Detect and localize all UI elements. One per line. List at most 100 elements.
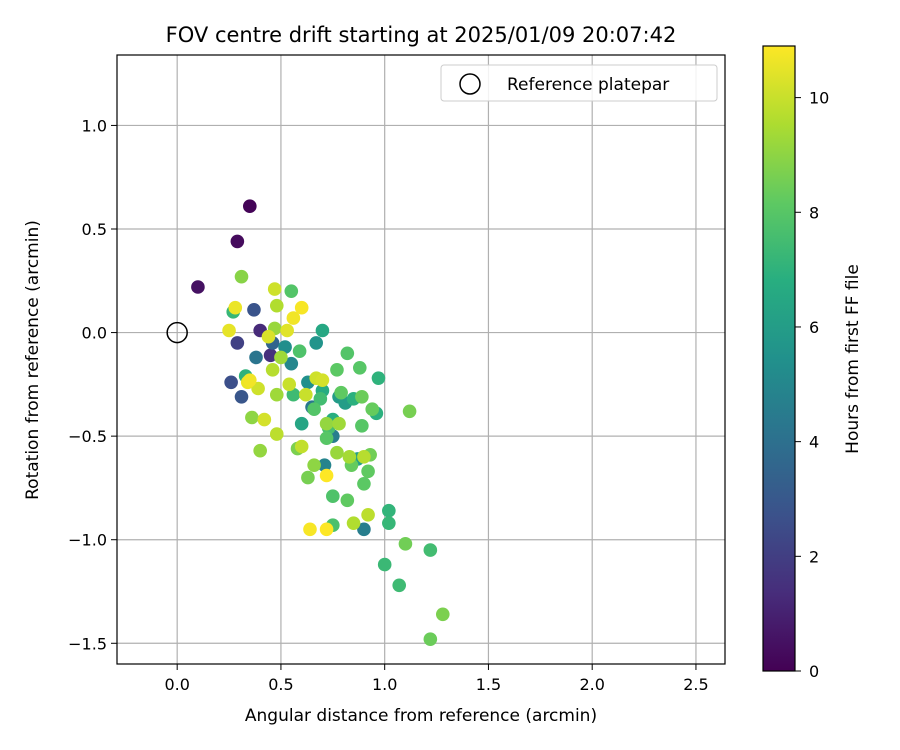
legend: Reference platepar bbox=[440, 64, 718, 102]
data-point bbox=[257, 412, 272, 427]
data-point bbox=[280, 323, 294, 338]
y-tick-label: −1.0 bbox=[68, 531, 107, 550]
colorbar-tick-label: 6 bbox=[809, 318, 819, 337]
data-point bbox=[342, 450, 357, 464]
colorbar-label: Hours from first FF file bbox=[843, 264, 863, 454]
data-point bbox=[251, 381, 265, 396]
data-point bbox=[340, 346, 355, 361]
data-point bbox=[286, 387, 301, 402]
data-point bbox=[247, 302, 261, 317]
data-point bbox=[307, 458, 321, 472]
data-point bbox=[230, 234, 245, 249]
colorbar-tick-label: 8 bbox=[809, 203, 819, 222]
data-point bbox=[249, 350, 263, 365]
data-point bbox=[265, 363, 280, 377]
data-point bbox=[294, 439, 309, 454]
data-point bbox=[284, 284, 299, 298]
x-tick-label: 2.5 bbox=[683, 675, 708, 694]
data-point bbox=[382, 503, 396, 518]
data-point bbox=[423, 543, 438, 557]
data-point bbox=[315, 323, 330, 338]
data-point bbox=[253, 443, 267, 458]
colorbar-ticks: 0 2 4 6 8 10 bbox=[795, 89, 829, 681]
data-point bbox=[319, 522, 334, 537]
data-point bbox=[303, 522, 317, 537]
data-point bbox=[357, 450, 371, 464]
colorbar-gradient bbox=[762, 45, 796, 672]
data-point bbox=[301, 470, 315, 485]
data-point bbox=[261, 329, 276, 344]
data-point bbox=[224, 375, 238, 390]
data-point bbox=[282, 377, 297, 392]
y-tick-label: −0.5 bbox=[68, 427, 107, 446]
plot-frame bbox=[116, 54, 726, 665]
data-point bbox=[377, 557, 392, 572]
data-point bbox=[398, 537, 413, 551]
y-axis-ticks: 1.0 0.5 0.0 −0.5 −1.0 −1.5 bbox=[68, 116, 117, 653]
data-point bbox=[228, 300, 243, 315]
data-point bbox=[346, 516, 361, 530]
data-point bbox=[313, 392, 328, 406]
data-point bbox=[371, 371, 386, 385]
y-tick-label: 0.0 bbox=[82, 324, 107, 343]
x-tick-label: 1.0 bbox=[372, 675, 397, 694]
colorbar-tick-label: 4 bbox=[809, 433, 819, 452]
data-point bbox=[294, 416, 309, 431]
data-point bbox=[222, 323, 236, 338]
data-point bbox=[274, 350, 288, 365]
data-point bbox=[292, 344, 307, 359]
colorbar-tick-label: 0 bbox=[809, 662, 819, 681]
data-point bbox=[340, 493, 355, 508]
data-point bbox=[357, 476, 371, 491]
x-axis-label: Angular distance from reference (arcmin) bbox=[245, 706, 597, 726]
data-point bbox=[319, 468, 334, 483]
x-tick-label: 0.0 bbox=[164, 675, 189, 694]
data-point bbox=[245, 410, 259, 425]
data-point bbox=[423, 632, 438, 646]
data-point bbox=[330, 445, 344, 460]
data-point bbox=[361, 464, 375, 479]
data-point bbox=[299, 387, 313, 402]
y-tick-label: 1.0 bbox=[82, 116, 107, 135]
y-tick-label: −1.5 bbox=[68, 634, 107, 653]
data-point bbox=[234, 269, 249, 284]
colorbar: 0 2 4 6 8 10 Hours from first FF file bbox=[762, 45, 863, 681]
data-point bbox=[319, 416, 334, 431]
legend-entry-reference: Reference platepar bbox=[507, 75, 669, 95]
data-point bbox=[307, 402, 321, 417]
data-point bbox=[382, 516, 396, 530]
data-point bbox=[243, 373, 257, 388]
data-point bbox=[286, 311, 301, 325]
data-point bbox=[234, 389, 249, 404]
data-point bbox=[352, 360, 367, 375]
data-point bbox=[319, 431, 334, 446]
data-point bbox=[357, 522, 371, 537]
colorbar-tick-label: 10 bbox=[809, 89, 829, 108]
data-point bbox=[392, 578, 407, 593]
data-point bbox=[361, 508, 375, 522]
data-point bbox=[294, 300, 309, 315]
data-point bbox=[278, 340, 292, 354]
data-point bbox=[326, 489, 340, 504]
data-point bbox=[355, 389, 369, 404]
data-point bbox=[402, 404, 417, 419]
data-point bbox=[315, 373, 330, 388]
data-point bbox=[243, 199, 257, 214]
data-point bbox=[230, 336, 245, 350]
x-tick-label: 2.0 bbox=[579, 675, 604, 694]
data-points bbox=[191, 199, 450, 646]
data-point bbox=[435, 607, 450, 622]
data-point bbox=[330, 363, 344, 377]
data-point bbox=[263, 348, 278, 363]
x-tick-label: 0.5 bbox=[268, 675, 293, 694]
x-axis-ticks: 0.0 0.5 1.0 1.5 2.0 2.5 bbox=[164, 664, 709, 694]
data-point bbox=[355, 418, 369, 433]
legend-box bbox=[440, 64, 718, 102]
data-point bbox=[334, 385, 348, 400]
reference-platepar-marker bbox=[166, 321, 188, 344]
colorbar-tick-label: 2 bbox=[809, 547, 819, 566]
grid-lines bbox=[117, 55, 725, 664]
data-point bbox=[269, 298, 284, 313]
legend-reference-marker bbox=[459, 73, 481, 95]
